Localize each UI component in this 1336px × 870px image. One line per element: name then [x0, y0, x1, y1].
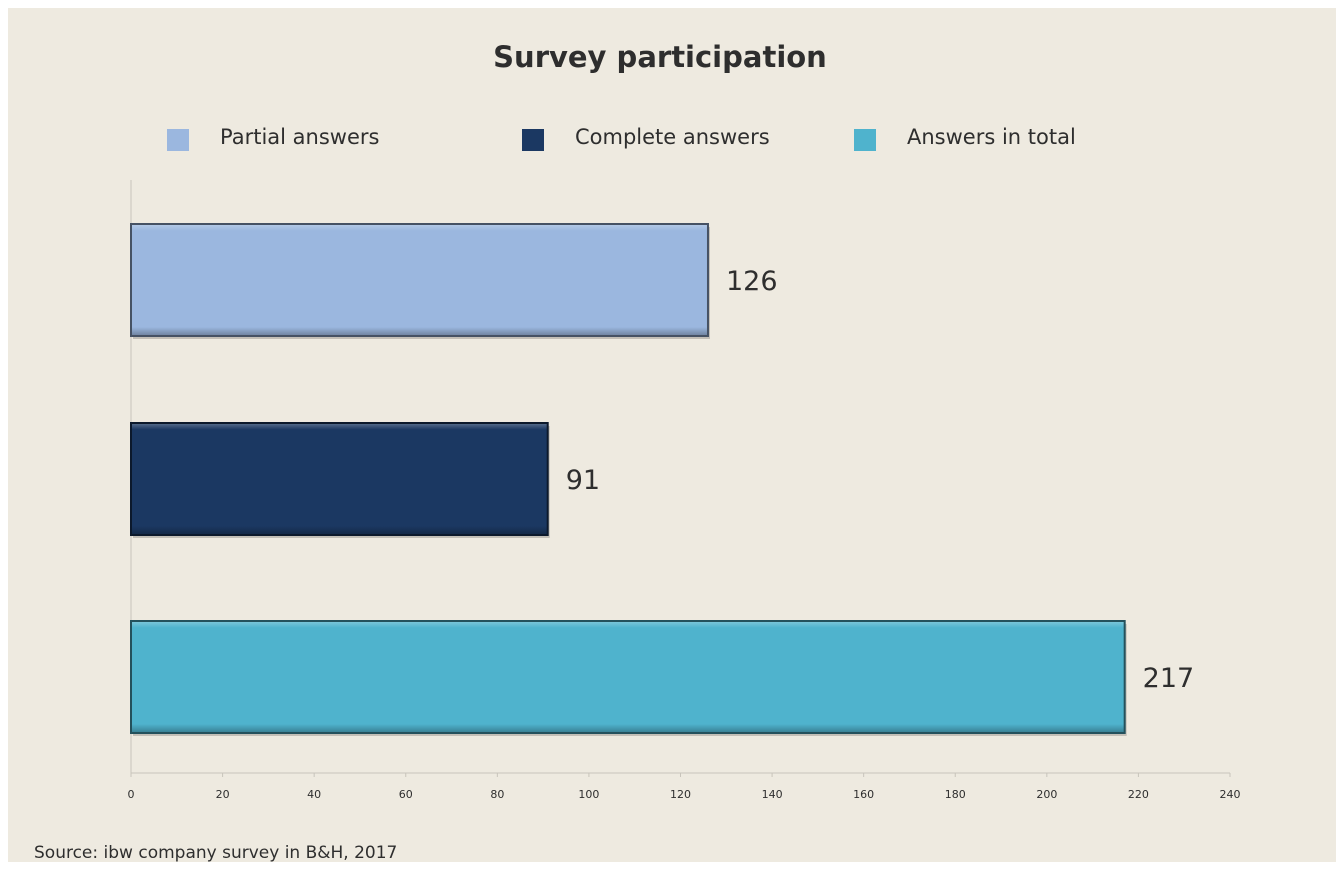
bar-partial-answers	[130, 223, 709, 337]
x-tick-label-120: 120	[670, 788, 691, 801]
legend-label-answers-in-total: Answers in total	[907, 125, 1076, 149]
legend-swatch-partial-answers	[167, 129, 189, 151]
legend-swatch-answers-in-total	[854, 129, 876, 151]
x-tick-label-160: 160	[853, 788, 874, 801]
chart-title: Survey participation	[493, 40, 827, 74]
bar-complete-answers	[130, 422, 549, 536]
legend-label-partial-answers: Partial answers	[220, 125, 380, 149]
x-tick-label-40: 40	[307, 788, 321, 801]
data-label-partial-answers: 126	[726, 266, 778, 297]
x-tick-label-80: 80	[490, 788, 504, 801]
legend-label-complete-answers: Complete answers	[575, 125, 770, 149]
data-label-complete-answers: 91	[566, 465, 600, 496]
x-tick-label-100: 100	[578, 788, 599, 801]
x-tick-label-140: 140	[762, 788, 783, 801]
x-tick-label-0: 0	[128, 788, 135, 801]
x-tick-label-240: 240	[1220, 788, 1241, 801]
legend-swatch-complete-answers	[522, 129, 544, 151]
x-tick-label-180: 180	[945, 788, 966, 801]
data-label-answers-in-total: 217	[1143, 663, 1195, 694]
x-tick-label-220: 220	[1128, 788, 1149, 801]
source-note: Source: ibw company survey in B&H, 2017	[34, 843, 398, 863]
bar-answers-in-total	[130, 620, 1126, 734]
x-tick-label-60: 60	[399, 788, 413, 801]
x-tick-label-20: 20	[216, 788, 230, 801]
x-tick-label-200: 200	[1036, 788, 1057, 801]
